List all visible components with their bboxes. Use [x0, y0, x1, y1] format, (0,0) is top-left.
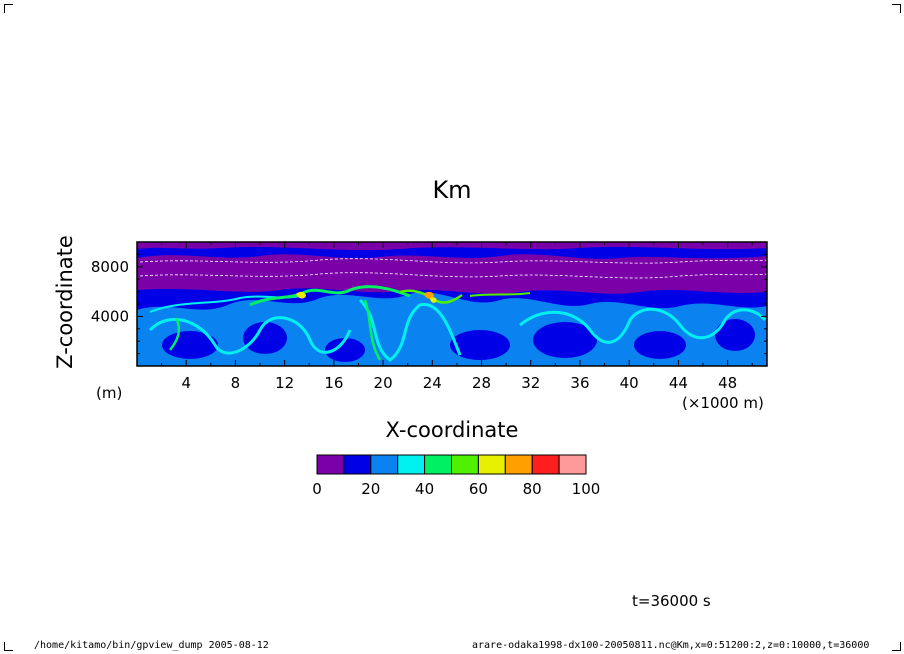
field-eddy — [634, 331, 686, 359]
colorbar-tick-label: 40 — [415, 480, 434, 498]
field-filament-green — [249, 285, 411, 307]
colorbar-tick-label: 0 — [312, 480, 322, 498]
colorbar: 0 20 40 60 80 100 — [312, 454, 601, 498]
chart-title: Km — [432, 176, 472, 204]
x-tick-label: 16 — [324, 374, 343, 392]
colorbar-swatch — [451, 454, 479, 475]
field-eddy — [325, 338, 365, 362]
field-filament-cyan — [148, 316, 352, 355]
y-axis-unit: (m) — [96, 384, 123, 402]
colorbar-swatch — [397, 454, 426, 475]
y-axis: 4000 8000 — [91, 253, 767, 355]
x-tick-label: 24 — [423, 374, 442, 392]
field-spot-yellow — [296, 291, 306, 299]
x-tick-label: 4 — [181, 374, 191, 392]
field-filament-green — [169, 317, 181, 351]
colorbar-swatch — [531, 454, 560, 475]
y-tick-label: 4000 — [91, 307, 129, 325]
y-tick-label: 8000 — [91, 258, 129, 276]
heatmap-field — [137, 242, 767, 366]
field-eddy — [533, 322, 597, 358]
field-filament-lime — [469, 292, 531, 297]
field-filament-green — [363, 299, 382, 361]
x-axis-unit: (×1000 m) — [682, 394, 764, 412]
colorbar-tick-label: 20 — [361, 480, 380, 498]
colorbar-tick-label: 80 — [523, 480, 542, 498]
field-eddy — [243, 322, 287, 354]
x-axis: 4 8 12 16 20 24 28 32 36 40 44 48 — [161, 242, 753, 392]
x-tick-label: 44 — [669, 374, 688, 392]
x-axis-label: X-coordinate — [385, 418, 519, 442]
field-band-lower — [137, 292, 767, 366]
x-tick-label: 8 — [231, 374, 241, 392]
field-band-upper — [137, 254, 767, 294]
colorbar-tick-label: 60 — [469, 480, 488, 498]
colorbar-swatch — [370, 454, 399, 475]
colorbar-swatch — [316, 454, 345, 475]
footer-left: /home/kitamo/bin/gpview_dump 2005-08-12 — [34, 640, 269, 651]
x-tick-label: 40 — [620, 374, 639, 392]
x-tick-label: 32 — [521, 374, 540, 392]
x-tick-label: 20 — [374, 374, 393, 392]
colorbar-tick-label: 100 — [572, 480, 601, 498]
time-annotation: t=36000 s — [632, 592, 711, 610]
colorbar-swatch — [558, 454, 587, 475]
field-eddy — [450, 330, 510, 360]
x-tick-label: 48 — [718, 374, 737, 392]
field-contour-white — [139, 272, 767, 279]
field-filament-cyan — [519, 307, 767, 344]
colorbar-swatch — [343, 454, 372, 475]
field-band-top — [137, 242, 767, 251]
field-filament-cyan — [358, 298, 462, 362]
x-tick-label: 12 — [275, 374, 294, 392]
colorbar-swatch — [424, 454, 453, 475]
x-tick-label: 36 — [570, 374, 589, 392]
y-axis-label: Z-coordinate — [53, 235, 77, 369]
field-eddy — [715, 319, 755, 351]
colorbar-swatch — [477, 454, 506, 475]
corner-mark-top-right — [892, 4, 901, 13]
x-tick-label: 28 — [472, 374, 491, 392]
field-contour-white — [139, 258, 767, 264]
corner-mark-bottom-left — [4, 642, 13, 651]
field-spot-yellow — [430, 297, 437, 303]
footer-right: arare-odaka1998-dx100-20050811.nc@Km,x=0… — [472, 640, 870, 651]
corner-mark-bottom-right — [892, 642, 901, 651]
colorbar-swatch — [504, 454, 533, 475]
corner-mark-top-left — [4, 4, 13, 13]
field-spot-orange — [424, 291, 434, 299]
